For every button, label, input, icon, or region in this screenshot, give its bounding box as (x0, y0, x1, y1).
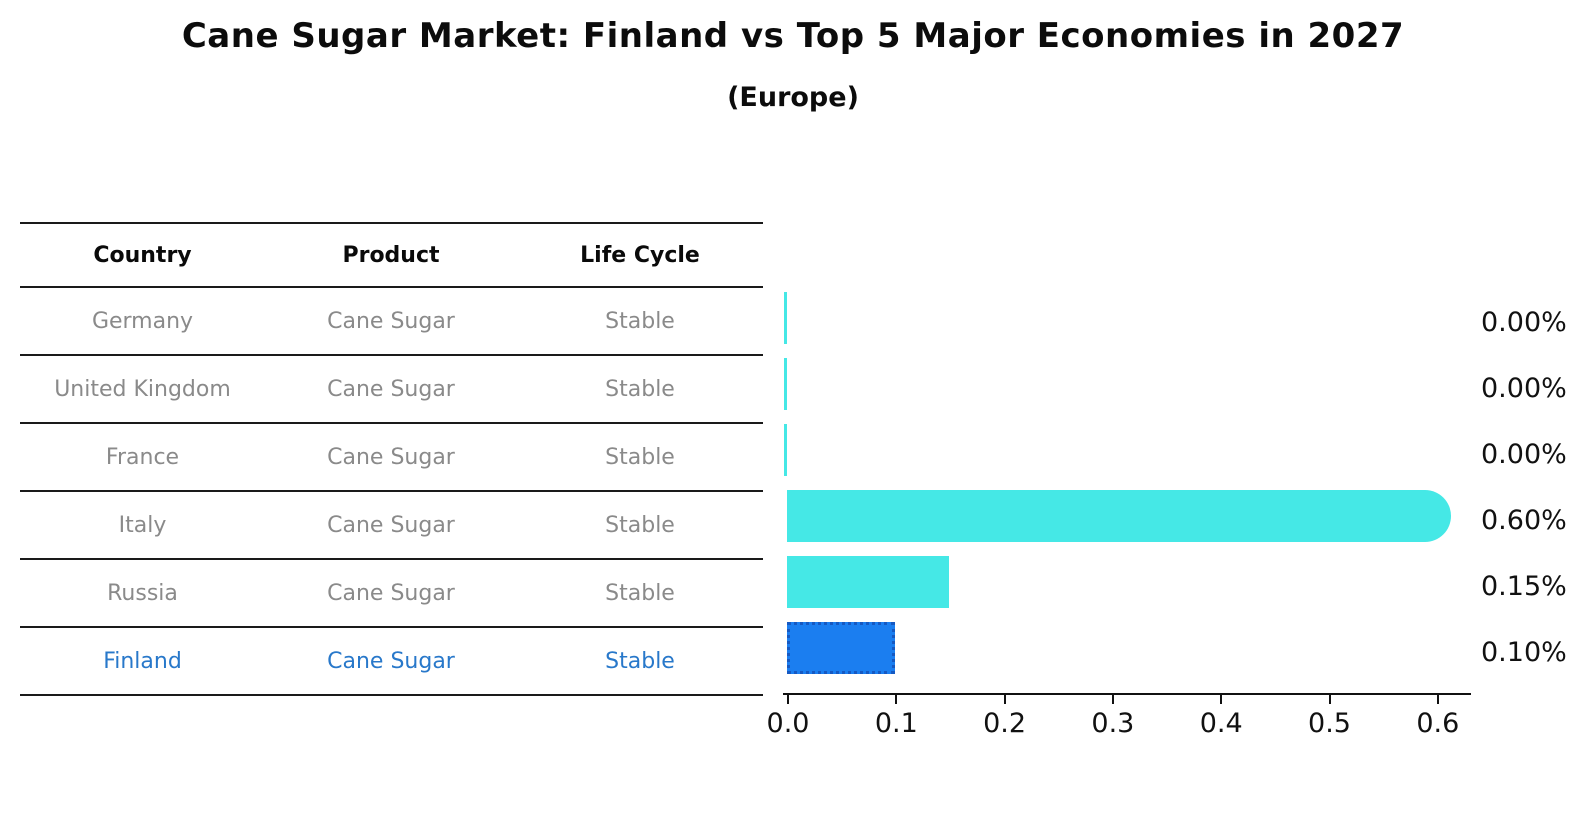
bar-value-label: 0.00% (1481, 439, 1567, 470)
table-row-italy: Italy Cane Sugar Stable (20, 492, 763, 560)
cell-product: Cane Sugar (327, 580, 455, 606)
column-header-life-cycle: Life Cycle (580, 242, 700, 268)
bar-value-label: 0.60% (1481, 505, 1567, 536)
table-row-germany: Germany Cane Sugar Stable (20, 288, 763, 356)
table-row-russia: Russia Cane Sugar Stable (20, 560, 763, 628)
x-axis-tick (895, 695, 898, 704)
x-axis-tick-label: 0.6 (1416, 708, 1460, 739)
cell-country: Russia (107, 580, 178, 606)
cell-country: Germany (91, 308, 194, 334)
x-axis-tick (1328, 695, 1331, 704)
x-axis-tick (1111, 695, 1114, 704)
bar-russia (787, 556, 949, 608)
x-axis-tick (787, 695, 789, 704)
x-axis-tick-label: 0.5 (1308, 708, 1351, 739)
cell-life-cycle: Stable (605, 512, 675, 538)
bar-value-label: 0.10% (1481, 637, 1567, 668)
cell-life-cycle: Stable (605, 376, 675, 402)
bar-italy (787, 490, 1451, 542)
x-axis-tick-label: 0.0 (766, 708, 810, 739)
cell-product: Cane Sugar (327, 444, 455, 470)
x-axis-tick-label: 0.3 (1091, 708, 1135, 739)
chart-subtitle: (Europe) (727, 82, 859, 113)
cell-life-cycle: Stable (605, 648, 675, 674)
column-header-product: Product (342, 242, 440, 268)
table-row-france: France Cane Sugar Stable (20, 424, 763, 492)
bar-value-label: 0.00% (1481, 307, 1567, 338)
country-table: Country Product Life Cycle Germany Cane … (20, 222, 763, 696)
cell-product: Cane Sugar (327, 308, 455, 334)
bar-value-label: 0.00% (1481, 373, 1567, 404)
bar-finland-highlighted (787, 622, 895, 674)
x-axis-tick-label: 0.2 (983, 708, 1027, 739)
table-row-finland: Finland Cane Sugar Stable (20, 628, 763, 696)
bar-united-kingdom (784, 358, 787, 410)
x-axis-tick (1003, 695, 1006, 704)
table-header-row: Country Product Life Cycle (20, 224, 763, 288)
cell-life-cycle: Stable (605, 444, 675, 470)
x-axis-tick (1220, 695, 1223, 704)
cell-country: Italy (118, 512, 167, 538)
column-header-country: Country (93, 242, 192, 268)
bar-value-label: 0.15% (1481, 571, 1567, 602)
cell-country: United Kingdom (54, 376, 231, 402)
chart-title: Cane Sugar Market: Finland vs Top 5 Majo… (181, 16, 1405, 56)
x-axis-tick-label: 0.1 (874, 708, 918, 739)
bar-france (784, 424, 787, 476)
cell-country: France (105, 444, 180, 470)
cell-product: Cane Sugar (327, 376, 455, 402)
x-axis-line (783, 693, 1471, 695)
cell-product: Cane Sugar (327, 512, 455, 538)
cell-life-cycle: Stable (605, 580, 675, 606)
x-axis-tick (1436, 695, 1439, 704)
x-axis-tick-label: 0.4 (1199, 708, 1243, 739)
cell-country: Finland (103, 648, 182, 674)
cell-life-cycle: Stable (605, 308, 675, 334)
table-row-united-kingdom: United Kingdom Cane Sugar Stable (20, 356, 763, 424)
cell-product: Cane Sugar (327, 648, 455, 674)
bar-germany (784, 292, 787, 344)
